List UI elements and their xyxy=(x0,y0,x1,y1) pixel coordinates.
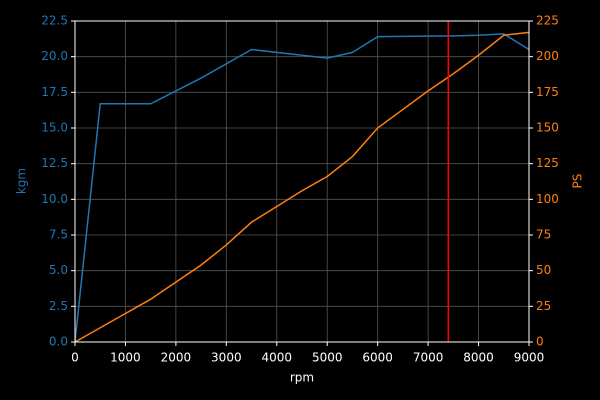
y-tick-label: 0.0 xyxy=(49,335,68,349)
y-tick-label: 15.0 xyxy=(41,121,68,135)
y-tick-label: 17.5 xyxy=(41,85,68,99)
x-tick-label: 8000 xyxy=(463,351,494,365)
y2-tick-label: 75 xyxy=(536,228,551,242)
y-tick-label: 12.5 xyxy=(41,156,68,170)
y-axis-label: kgm xyxy=(15,168,29,194)
x-tick-label: 4000 xyxy=(262,351,293,365)
y2-tick-label: 175 xyxy=(536,85,559,99)
x-tick-label: 2000 xyxy=(161,351,192,365)
y2-tick-label: 0 xyxy=(536,335,544,349)
y2-tick-label: 225 xyxy=(536,14,559,28)
y-tick-label: 2.5 xyxy=(49,299,68,313)
y-tick-label: 5.0 xyxy=(49,263,68,277)
y-tick-label: 7.5 xyxy=(49,228,68,242)
y2-tick-label: 150 xyxy=(536,121,559,135)
x-tick-label: 0 xyxy=(71,351,79,365)
y-tick-label: 22.5 xyxy=(41,14,68,28)
y-tick-label: 20.0 xyxy=(41,49,68,63)
y2-tick-label: 200 xyxy=(536,49,559,63)
y2-tick-label: 125 xyxy=(536,156,559,170)
y2-tick-label: 100 xyxy=(536,192,559,206)
x-tick-label: 1000 xyxy=(110,351,141,365)
data-line xyxy=(74,33,530,343)
y2-tick-label: 25 xyxy=(536,299,551,313)
y-tick-label: 10.0 xyxy=(41,192,68,206)
x-tick-label: 5000 xyxy=(312,351,343,365)
x-tick-label: 9000 xyxy=(514,351,545,365)
x-tick-label: 6000 xyxy=(362,351,393,365)
y2-tick-label: 50 xyxy=(536,263,551,277)
x-tick-label: 7000 xyxy=(413,351,444,365)
y2-axis-label: PS xyxy=(571,174,585,189)
x-tick-label: 3000 xyxy=(211,351,242,365)
data-line xyxy=(74,31,530,343)
x-axis-label: rpm xyxy=(290,371,314,385)
plot-frame xyxy=(74,20,530,343)
